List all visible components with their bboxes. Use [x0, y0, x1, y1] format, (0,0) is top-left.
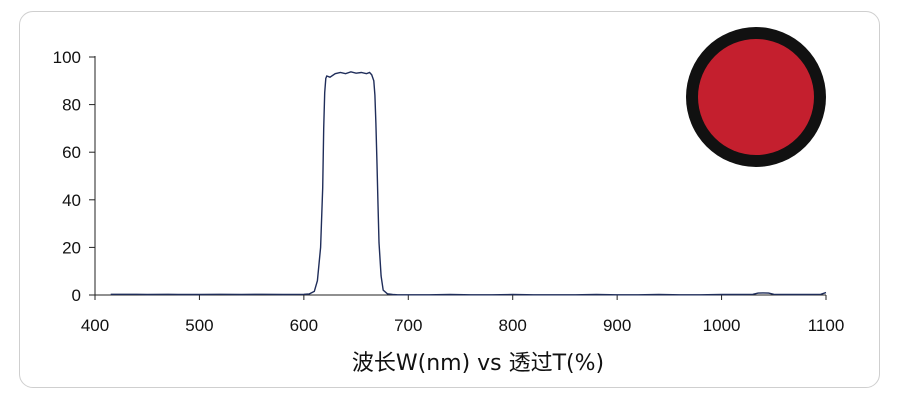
x-tick-label: 600	[290, 316, 318, 335]
y-tick-label: 60	[62, 143, 81, 162]
x-tick-label: 800	[499, 316, 527, 335]
ticks: 0 20 40 60 80 100 400 500 600 700 800 900 1000 1100	[53, 48, 845, 335]
y-tick-label: 0	[72, 286, 81, 305]
y-tick-label: 40	[62, 191, 81, 210]
x-tick-label: 1100	[808, 316, 845, 335]
x-tick-label: 900	[603, 316, 631, 335]
x-tick-label: 1000	[703, 316, 741, 335]
y-tick-label: 20	[62, 238, 81, 257]
x-tick-label: 500	[185, 316, 213, 335]
x-axis-title: 波长W(nm) vs 透过T(%)	[352, 351, 604, 376]
swatch	[686, 27, 826, 167]
y-tick-label: 100	[53, 48, 81, 67]
x-tick-label: 700	[394, 316, 422, 335]
swatch-fill	[698, 39, 814, 155]
x-tick-label: 400	[81, 316, 109, 335]
series-line	[110, 71, 827, 296]
y-tick-label: 80	[62, 96, 81, 115]
